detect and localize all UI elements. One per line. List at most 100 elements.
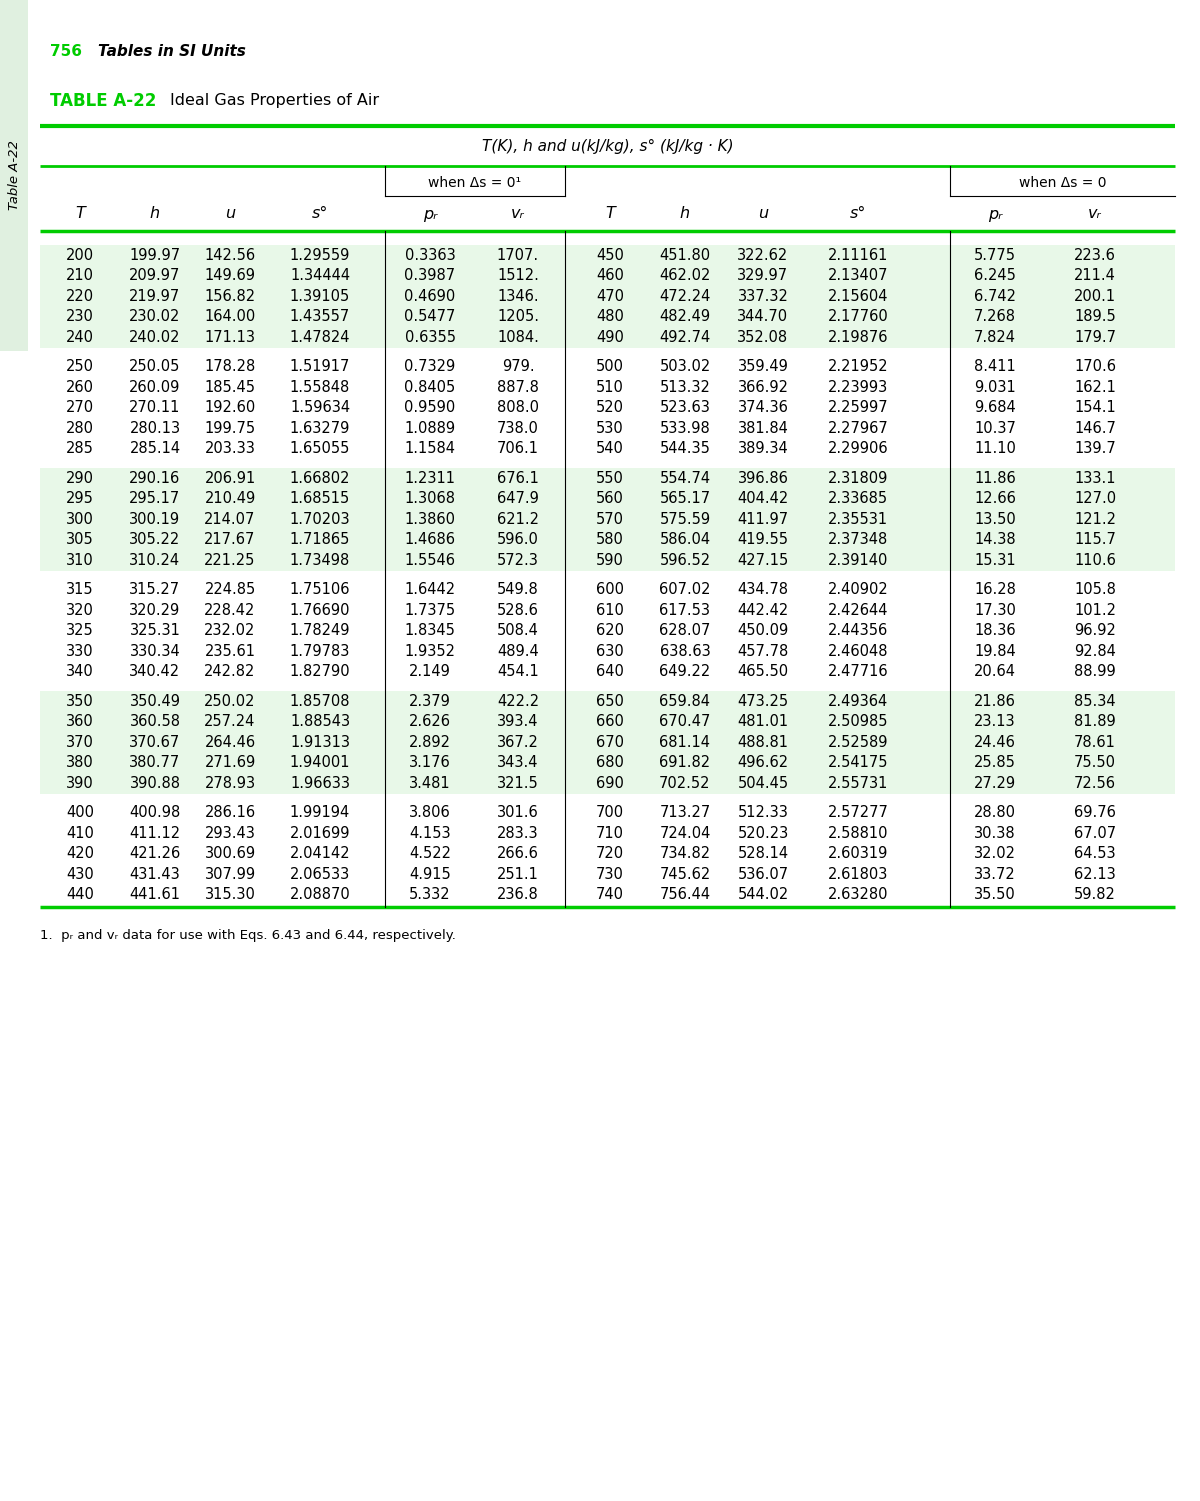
Bar (40, 690, 1175, 794)
Text: 121.2: 121.2 (1074, 512, 1116, 527)
Text: 1512.: 1512. (497, 269, 539, 284)
Text: 1.47824: 1.47824 (289, 330, 350, 345)
Text: 170.6: 170.6 (1074, 359, 1116, 374)
Text: 389.34: 389.34 (738, 441, 788, 456)
Text: 380.77: 380.77 (130, 755, 181, 770)
Text: 16.28: 16.28 (974, 582, 1016, 597)
Text: 808.0: 808.0 (497, 401, 539, 416)
Text: 607.02: 607.02 (659, 582, 710, 597)
Text: 115.7: 115.7 (1074, 533, 1116, 548)
Text: 540: 540 (596, 441, 624, 456)
Text: 235.61: 235.61 (204, 644, 256, 659)
Text: 440: 440 (66, 887, 94, 902)
Text: 1.34444: 1.34444 (290, 269, 350, 284)
Text: 2.60319: 2.60319 (828, 847, 888, 862)
Text: 381.84: 381.84 (738, 420, 788, 435)
Text: 189.5: 189.5 (1074, 309, 1116, 324)
Text: 62.13: 62.13 (1074, 866, 1116, 881)
Text: 2.46048: 2.46048 (828, 644, 888, 659)
Text: 706.1: 706.1 (497, 441, 539, 456)
Text: 544.02: 544.02 (737, 887, 788, 902)
Text: 4.522: 4.522 (409, 847, 451, 862)
Text: 21.86: 21.86 (974, 693, 1016, 708)
Text: 232.02: 232.02 (204, 623, 256, 638)
Text: 171.13: 171.13 (204, 330, 256, 345)
Text: 702.52: 702.52 (659, 776, 710, 791)
Text: 427.15: 427.15 (737, 552, 788, 567)
Text: 512.33: 512.33 (738, 805, 788, 820)
Text: 3.481: 3.481 (409, 776, 451, 791)
Text: 2.29906: 2.29906 (828, 441, 888, 456)
Text: 450.09: 450.09 (737, 623, 788, 638)
Text: 2.27967: 2.27967 (828, 420, 888, 435)
Text: 133.1: 133.1 (1074, 471, 1116, 486)
Text: 670: 670 (596, 735, 624, 750)
Text: 1.1584: 1.1584 (404, 441, 456, 456)
Text: h: h (680, 207, 690, 222)
Text: 710: 710 (596, 826, 624, 841)
Text: 1.0889: 1.0889 (404, 420, 456, 435)
Text: 572.3: 572.3 (497, 552, 539, 567)
Text: 0.7329: 0.7329 (404, 359, 456, 374)
Text: 307.99: 307.99 (204, 866, 256, 881)
Text: 431.43: 431.43 (130, 866, 180, 881)
Text: 162.1: 162.1 (1074, 380, 1116, 395)
Text: 2.892: 2.892 (409, 735, 451, 750)
Text: TABLE A-22: TABLE A-22 (50, 92, 156, 110)
Text: 59.82: 59.82 (1074, 887, 1116, 902)
Text: 370.67: 370.67 (130, 735, 181, 750)
Text: 2.63280: 2.63280 (828, 887, 888, 902)
Text: 7.268: 7.268 (974, 309, 1016, 324)
Text: 214.07: 214.07 (204, 512, 256, 527)
Text: 15.31: 15.31 (974, 552, 1016, 567)
Text: 330.34: 330.34 (130, 644, 180, 659)
Text: 0.4690: 0.4690 (404, 288, 456, 303)
Text: 396.86: 396.86 (738, 471, 788, 486)
Text: 230: 230 (66, 309, 94, 324)
Text: 565.17: 565.17 (660, 491, 710, 506)
Text: 11.10: 11.10 (974, 441, 1016, 456)
Text: 2.149: 2.149 (409, 665, 451, 680)
Text: 596.0: 596.0 (497, 533, 539, 548)
Text: 260.09: 260.09 (130, 380, 181, 395)
Text: 676.1: 676.1 (497, 471, 539, 486)
Text: 350: 350 (66, 693, 94, 708)
Text: 92.84: 92.84 (1074, 644, 1116, 659)
Text: 209.97: 209.97 (130, 269, 181, 284)
Text: 1.78249: 1.78249 (289, 623, 350, 638)
Text: 2.58810: 2.58810 (828, 826, 888, 841)
Text: 69.76: 69.76 (1074, 805, 1116, 820)
Text: 1.8345: 1.8345 (404, 623, 456, 638)
Text: 404.42: 404.42 (737, 491, 788, 506)
Text: 1.82790: 1.82790 (289, 665, 350, 680)
Text: 285.14: 285.14 (130, 441, 180, 456)
Text: 3.806: 3.806 (409, 805, 451, 820)
Text: 660: 660 (596, 714, 624, 729)
Text: 286.16: 286.16 (204, 805, 256, 820)
Text: 442.42: 442.42 (737, 603, 788, 618)
Text: 20.64: 20.64 (974, 665, 1016, 680)
Text: 2.04142: 2.04142 (289, 847, 350, 862)
Text: 81.89: 81.89 (1074, 714, 1116, 729)
Text: 5.775: 5.775 (974, 248, 1016, 263)
Text: 23.13: 23.13 (974, 714, 1016, 729)
Text: 470: 470 (596, 288, 624, 303)
Text: 1.51917: 1.51917 (290, 359, 350, 374)
Text: 465.50: 465.50 (738, 665, 788, 680)
Text: 325: 325 (66, 623, 94, 638)
Text: 411.12: 411.12 (130, 826, 180, 841)
Text: 337.32: 337.32 (738, 288, 788, 303)
Text: 315.27: 315.27 (130, 582, 180, 597)
Text: 1.70203: 1.70203 (289, 512, 350, 527)
Text: vᵣ: vᵣ (511, 207, 524, 222)
Bar (40, 468, 1175, 570)
Text: 366.92: 366.92 (738, 380, 788, 395)
Text: 178.28: 178.28 (204, 359, 256, 374)
Text: 630: 630 (596, 644, 624, 659)
Text: 1.3860: 1.3860 (404, 512, 456, 527)
Text: 305: 305 (66, 533, 94, 548)
Text: 691.82: 691.82 (660, 755, 710, 770)
Text: 1.6442: 1.6442 (404, 582, 456, 597)
Text: 550: 550 (596, 471, 624, 486)
Text: 488.81: 488.81 (738, 735, 788, 750)
